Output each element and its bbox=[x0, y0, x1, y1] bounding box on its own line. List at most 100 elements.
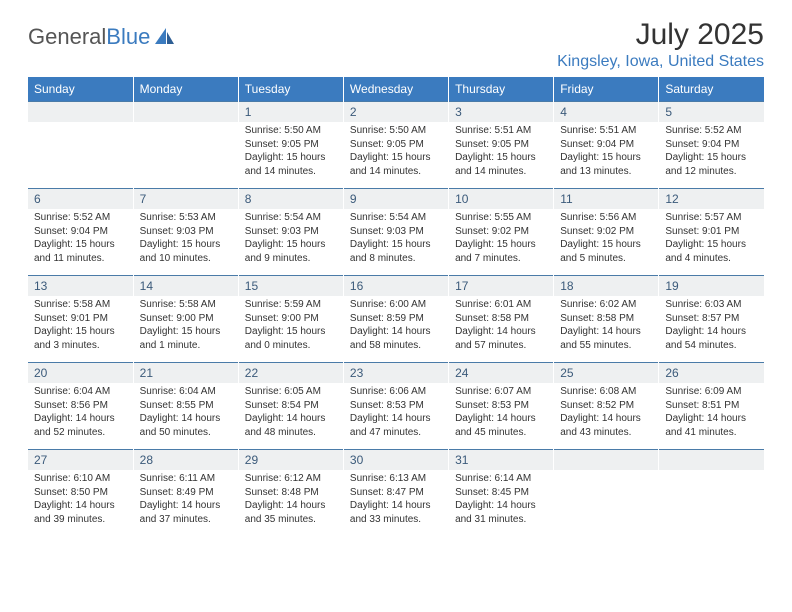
day-number-row: 12345 bbox=[28, 102, 764, 123]
day-cell: Sunrise: 5:52 AMSunset: 9:04 PMDaylight:… bbox=[28, 209, 133, 276]
day-cell: Sunrise: 5:53 AMSunset: 9:03 PMDaylight:… bbox=[133, 209, 238, 276]
sunrise-text: Sunrise: 5:54 AM bbox=[245, 211, 337, 225]
day-cell bbox=[659, 470, 764, 536]
day-number: 9 bbox=[343, 189, 448, 210]
sunrise-text: Sunrise: 6:06 AM bbox=[350, 385, 442, 399]
sunset-text: Sunset: 9:05 PM bbox=[455, 138, 547, 152]
day-number: 6 bbox=[28, 189, 133, 210]
sunset-text: Sunset: 8:47 PM bbox=[350, 486, 442, 500]
day-cell: Sunrise: 5:56 AMSunset: 9:02 PMDaylight:… bbox=[554, 209, 659, 276]
day-number: 18 bbox=[554, 276, 659, 297]
sunrise-text: Sunrise: 6:08 AM bbox=[560, 385, 652, 399]
daylight-text: Daylight: 15 hours and 14 minutes. bbox=[245, 151, 337, 178]
day-number: 23 bbox=[343, 363, 448, 384]
daylight-text: Daylight: 15 hours and 14 minutes. bbox=[455, 151, 547, 178]
sunset-text: Sunset: 8:57 PM bbox=[665, 312, 758, 326]
sunrise-text: Sunrise: 5:50 AM bbox=[350, 124, 442, 138]
daylight-text: Daylight: 15 hours and 13 minutes. bbox=[560, 151, 652, 178]
day-cell: Sunrise: 5:55 AMSunset: 9:02 PMDaylight:… bbox=[449, 209, 554, 276]
sunrise-text: Sunrise: 6:01 AM bbox=[455, 298, 547, 312]
sunrise-text: Sunrise: 6:00 AM bbox=[350, 298, 442, 312]
day-cell: Sunrise: 5:59 AMSunset: 9:00 PMDaylight:… bbox=[238, 296, 343, 363]
day-cell: Sunrise: 6:06 AMSunset: 8:53 PMDaylight:… bbox=[343, 383, 448, 450]
sunrise-text: Sunrise: 6:13 AM bbox=[350, 472, 442, 486]
sunrise-text: Sunrise: 5:54 AM bbox=[350, 211, 442, 225]
day-cell: Sunrise: 6:11 AMSunset: 8:49 PMDaylight:… bbox=[133, 470, 238, 536]
day-header: Saturday bbox=[659, 77, 764, 102]
brand-part1: General bbox=[28, 24, 106, 49]
day-number: 5 bbox=[659, 102, 764, 123]
sunrise-text: Sunrise: 5:57 AM bbox=[665, 211, 758, 225]
day-cell: Sunrise: 5:58 AMSunset: 9:01 PMDaylight:… bbox=[28, 296, 133, 363]
day-body-row: Sunrise: 6:04 AMSunset: 8:56 PMDaylight:… bbox=[28, 383, 764, 450]
day-number: 21 bbox=[133, 363, 238, 384]
day-cell: Sunrise: 5:54 AMSunset: 9:03 PMDaylight:… bbox=[238, 209, 343, 276]
daylight-text: Daylight: 15 hours and 11 minutes. bbox=[34, 238, 127, 265]
day-number bbox=[133, 102, 238, 123]
sunset-text: Sunset: 8:53 PM bbox=[350, 399, 442, 413]
sunset-text: Sunset: 8:51 PM bbox=[665, 399, 758, 413]
day-number: 28 bbox=[133, 450, 238, 471]
title-block: July 2025 Kingsley, Iowa, United States bbox=[557, 18, 764, 71]
daylight-text: Daylight: 15 hours and 5 minutes. bbox=[560, 238, 652, 265]
daylight-text: Daylight: 15 hours and 4 minutes. bbox=[665, 238, 758, 265]
daylight-text: Daylight: 15 hours and 7 minutes. bbox=[455, 238, 547, 265]
daylight-text: Daylight: 15 hours and 0 minutes. bbox=[245, 325, 337, 352]
sunrise-text: Sunrise: 6:03 AM bbox=[665, 298, 758, 312]
daylight-text: Daylight: 14 hours and 35 minutes. bbox=[245, 499, 337, 526]
sunrise-text: Sunrise: 6:14 AM bbox=[455, 472, 547, 486]
day-number: 8 bbox=[238, 189, 343, 210]
sunset-text: Sunset: 8:56 PM bbox=[34, 399, 127, 413]
sunset-text: Sunset: 9:05 PM bbox=[245, 138, 337, 152]
day-number-row: 2728293031 bbox=[28, 450, 764, 471]
day-cell: Sunrise: 5:58 AMSunset: 9:00 PMDaylight:… bbox=[133, 296, 238, 363]
sunset-text: Sunset: 8:52 PM bbox=[560, 399, 652, 413]
day-header: Sunday bbox=[28, 77, 133, 102]
sunrise-text: Sunrise: 5:51 AM bbox=[560, 124, 652, 138]
sunrise-text: Sunrise: 6:10 AM bbox=[34, 472, 127, 486]
day-number: 10 bbox=[449, 189, 554, 210]
sunrise-text: Sunrise: 6:11 AM bbox=[140, 472, 232, 486]
sunset-text: Sunset: 9:02 PM bbox=[455, 225, 547, 239]
day-number: 13 bbox=[28, 276, 133, 297]
daylight-text: Daylight: 15 hours and 9 minutes. bbox=[245, 238, 337, 265]
daylight-text: Daylight: 14 hours and 37 minutes. bbox=[140, 499, 232, 526]
day-cell: Sunrise: 6:04 AMSunset: 8:56 PMDaylight:… bbox=[28, 383, 133, 450]
daylight-text: Daylight: 15 hours and 12 minutes. bbox=[665, 151, 758, 178]
day-number: 17 bbox=[449, 276, 554, 297]
sunset-text: Sunset: 8:59 PM bbox=[350, 312, 442, 326]
sunrise-text: Sunrise: 6:07 AM bbox=[455, 385, 547, 399]
sunset-text: Sunset: 9:00 PM bbox=[245, 312, 337, 326]
daylight-text: Daylight: 14 hours and 31 minutes. bbox=[455, 499, 547, 526]
day-body-row: Sunrise: 6:10 AMSunset: 8:50 PMDaylight:… bbox=[28, 470, 764, 536]
sunrise-text: Sunrise: 6:05 AM bbox=[245, 385, 337, 399]
day-number: 27 bbox=[28, 450, 133, 471]
daylight-text: Daylight: 14 hours and 55 minutes. bbox=[560, 325, 652, 352]
day-header-row: SundayMondayTuesdayWednesdayThursdayFrid… bbox=[28, 77, 764, 102]
day-cell: Sunrise: 6:05 AMSunset: 8:54 PMDaylight:… bbox=[238, 383, 343, 450]
daylight-text: Daylight: 14 hours and 39 minutes. bbox=[34, 499, 127, 526]
sunset-text: Sunset: 9:03 PM bbox=[350, 225, 442, 239]
day-cell: Sunrise: 5:57 AMSunset: 9:01 PMDaylight:… bbox=[659, 209, 764, 276]
day-cell: Sunrise: 5:50 AMSunset: 9:05 PMDaylight:… bbox=[238, 122, 343, 189]
day-cell: Sunrise: 6:12 AMSunset: 8:48 PMDaylight:… bbox=[238, 470, 343, 536]
day-number: 14 bbox=[133, 276, 238, 297]
day-cell: Sunrise: 6:02 AMSunset: 8:58 PMDaylight:… bbox=[554, 296, 659, 363]
day-cell: Sunrise: 5:51 AMSunset: 9:05 PMDaylight:… bbox=[449, 122, 554, 189]
sunset-text: Sunset: 9:04 PM bbox=[560, 138, 652, 152]
day-number: 25 bbox=[554, 363, 659, 384]
day-number bbox=[28, 102, 133, 123]
daylight-text: Daylight: 14 hours and 48 minutes. bbox=[245, 412, 337, 439]
sunset-text: Sunset: 9:04 PM bbox=[34, 225, 127, 239]
sunrise-text: Sunrise: 5:56 AM bbox=[560, 211, 652, 225]
daylight-text: Daylight: 14 hours and 57 minutes. bbox=[455, 325, 547, 352]
daylight-text: Daylight: 15 hours and 14 minutes. bbox=[350, 151, 442, 178]
day-number: 31 bbox=[449, 450, 554, 471]
sunset-text: Sunset: 8:50 PM bbox=[34, 486, 127, 500]
day-number: 15 bbox=[238, 276, 343, 297]
day-header: Thursday bbox=[449, 77, 554, 102]
sunset-text: Sunset: 9:05 PM bbox=[350, 138, 442, 152]
sunset-text: Sunset: 9:01 PM bbox=[34, 312, 127, 326]
day-header: Monday bbox=[133, 77, 238, 102]
sunrise-text: Sunrise: 5:55 AM bbox=[455, 211, 547, 225]
